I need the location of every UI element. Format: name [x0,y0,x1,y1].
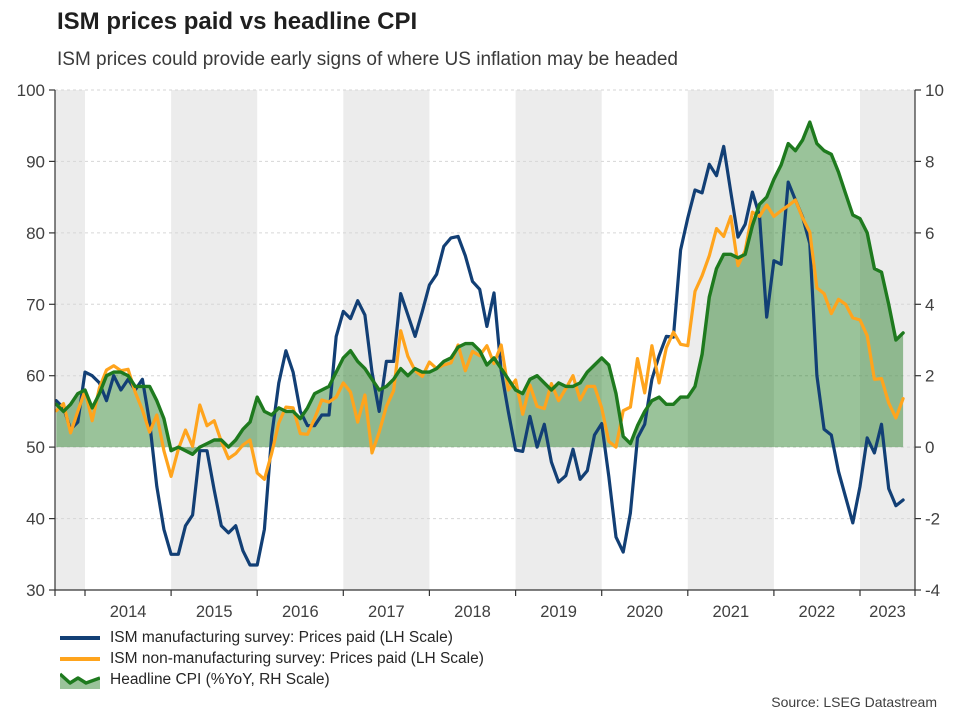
y-axis-left-labels: 100 90 80 70 60 50 40 30 [17,81,45,600]
svg-text:-4: -4 [925,581,940,600]
chart-subtitle: ISM prices could provide early signs of … [57,49,678,70]
svg-text:4: 4 [925,295,934,314]
svg-text:80: 80 [26,224,45,243]
svg-text:2014: 2014 [110,603,147,621]
svg-text:50: 50 [26,438,45,457]
legend: ISM manufacturing survey: Prices paid (L… [60,627,484,690]
svg-text:40: 40 [26,510,45,529]
svg-text:6: 6 [925,224,934,243]
area-swatch-icon [60,669,100,690]
svg-text:100: 100 [17,81,45,100]
cpi-area-fill [56,122,904,455]
y-axis-right-labels: 10 8 6 4 2 0 -2 -4 [925,81,944,600]
svg-text:2018: 2018 [454,603,491,621]
chart-title: ISM prices paid vs headline CPI [57,8,418,35]
legend-label: ISM manufacturing survey: Prices paid (L… [110,628,453,646]
gridlines [55,89,915,520]
svg-text:2020: 2020 [626,603,663,621]
svg-text:2023: 2023 [869,603,906,621]
line-swatch-icon [60,627,100,648]
svg-text:2019: 2019 [540,603,577,621]
svg-text:2015: 2015 [196,603,233,621]
series-line-1 [54,198,905,481]
svg-text:0: 0 [925,438,934,457]
svg-text:2016: 2016 [282,603,319,621]
svg-text:2021: 2021 [712,603,749,621]
svg-text:2017: 2017 [368,603,405,621]
svg-text:2: 2 [925,367,934,386]
svg-text:90: 90 [26,152,45,171]
svg-text:10: 10 [925,81,944,100]
year-shading-bands [55,90,915,590]
line-swatch-icon [60,648,100,669]
source-note: Source: LSEG Datastream [771,694,937,710]
series-line-0 [54,144,905,567]
svg-text:70: 70 [26,295,45,314]
svg-text:8: 8 [925,152,934,171]
legend-label: Headline CPI (%YoY, RH Scale) [110,670,330,688]
axes [49,89,921,596]
svg-text:-2: -2 [925,510,940,529]
legend-label: ISM non-manufacturing survey: Prices pai… [110,649,484,667]
series-line-2 [54,120,905,456]
legend-item-ism-manufacturing: ISM manufacturing survey: Prices paid (L… [60,627,484,648]
svg-text:60: 60 [26,367,45,386]
legend-item-ism-non-manufacturing: ISM non-manufacturing survey: Prices pai… [60,648,484,669]
svg-text:2022: 2022 [799,603,836,621]
x-axis-labels: 2014 2015 2016 2017 2018 2019 2020 2021 2022 2023 [110,603,906,621]
svg-text:30: 30 [26,581,45,600]
legend-item-headline-cpi: Headline CPI (%YoY, RH Scale) [60,669,484,690]
